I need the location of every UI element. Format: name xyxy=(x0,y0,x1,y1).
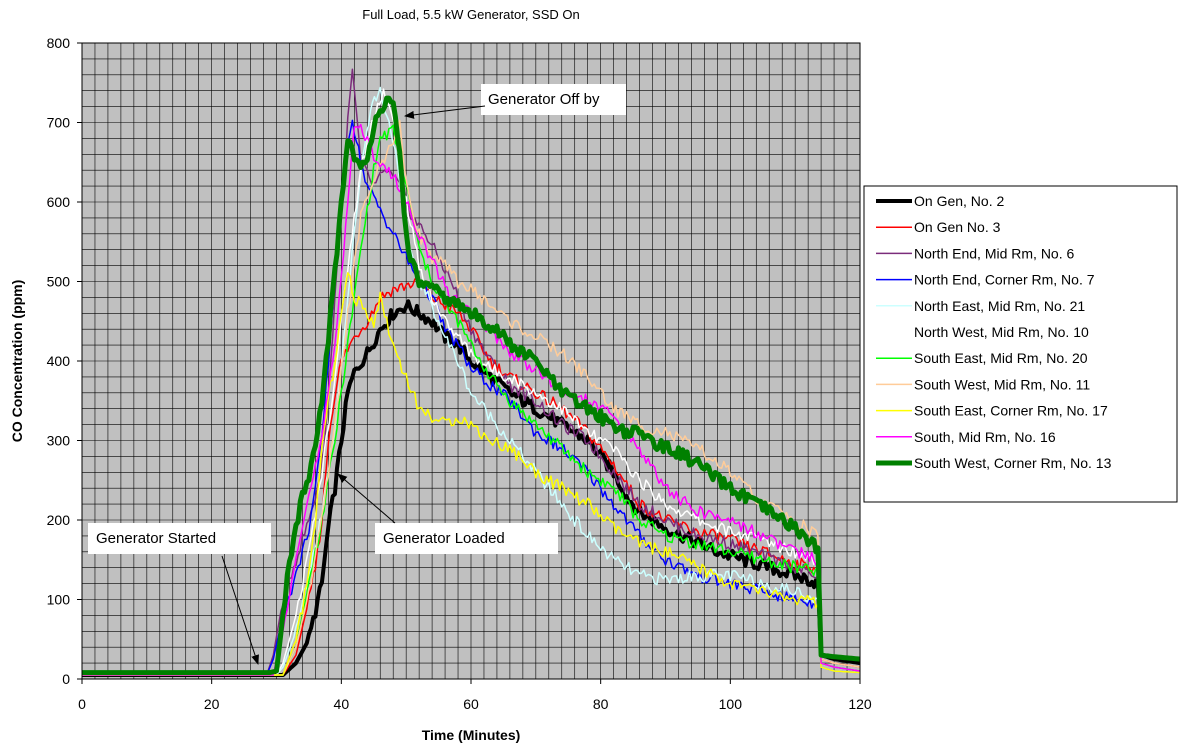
legend-label: North End, Corner Rm, No. 7 xyxy=(914,272,1095,288)
y-axis-title: CO Concentration (ppm) xyxy=(9,280,25,443)
y-tick-label: 300 xyxy=(47,433,71,449)
y-tick-label: 800 xyxy=(47,35,71,51)
y-tick-label: 600 xyxy=(47,194,71,210)
y-tick-label: 0 xyxy=(62,671,70,687)
x-axis-ticks: 0 20 40 60 80 100 120 xyxy=(78,679,872,712)
legend-label: On Gen, No. 2 xyxy=(914,193,1004,209)
legend-label: North East, Mid Rm, No. 21 xyxy=(914,298,1085,314)
legend-label: North End, Mid Rm, No. 6 xyxy=(914,245,1074,261)
y-tick-label: 500 xyxy=(47,274,71,290)
annotation-box xyxy=(481,84,626,115)
y-tick-label: 700 xyxy=(47,115,71,131)
legend-label: South East, Corner Rm, No. 17 xyxy=(914,403,1108,419)
annotation-generator-loaded: Generator Loaded xyxy=(337,473,558,554)
annotation-generator-started-label: Generator Started xyxy=(96,530,216,547)
y-axis-ticks: 0 100 200 300 400 500 600 700 800 xyxy=(47,35,82,687)
x-tick-label: 20 xyxy=(204,696,220,712)
annotation-generator-started: Generator Started xyxy=(88,523,271,665)
annotation-generator-off-label: Generator Off by xyxy=(488,91,600,108)
annotation-box xyxy=(375,523,558,554)
legend-label: On Gen No. 3 xyxy=(914,219,1001,235)
legend-label: South East, Mid Rm, No. 20 xyxy=(914,350,1088,366)
gridlines xyxy=(81,42,861,680)
x-tick-label: 100 xyxy=(719,696,743,712)
legend-label: South West, Mid Rm, No. 11 xyxy=(914,376,1090,392)
annotation-generator-off: Generator Off by xyxy=(404,84,626,119)
legend-label: South West, Corner Rm, No. 13 xyxy=(914,455,1112,471)
x-tick-label: 0 xyxy=(78,696,86,712)
annotation-box xyxy=(88,523,271,554)
legend-items: On Gen, No. 2 On Gen No. 3 North End, Mid … xyxy=(876,193,1112,471)
annotation-arrow xyxy=(221,555,259,665)
x-tick-label: 80 xyxy=(593,696,609,712)
annotation-arrow xyxy=(337,473,396,524)
series-line xyxy=(81,95,861,676)
legend-label: North West, Mid Rm, No. 10 xyxy=(914,324,1089,340)
x-tick-label: 60 xyxy=(463,696,479,712)
legend-label: South, Mid Rm, No. 16 xyxy=(914,429,1056,445)
legend: On Gen, No. 2 On Gen No. 3 North End, Mid … xyxy=(863,185,1178,503)
x-tick-label: 120 xyxy=(848,696,872,712)
series-lines xyxy=(81,68,861,677)
y-tick-label: 200 xyxy=(47,512,71,528)
y-tick-label: 400 xyxy=(47,353,71,369)
annotation-generator-loaded-label: Generator Loaded xyxy=(383,530,505,547)
annotation-arrow xyxy=(404,105,486,119)
y-tick-label: 100 xyxy=(47,592,71,608)
plot-area xyxy=(81,42,861,680)
x-tick-label: 40 xyxy=(334,696,350,712)
x-axis-title: Time (Minutes) xyxy=(422,727,521,743)
legend-box xyxy=(863,185,1178,503)
chart-title: Full Load, 5.5 kW Generator, SSD On xyxy=(362,7,580,22)
